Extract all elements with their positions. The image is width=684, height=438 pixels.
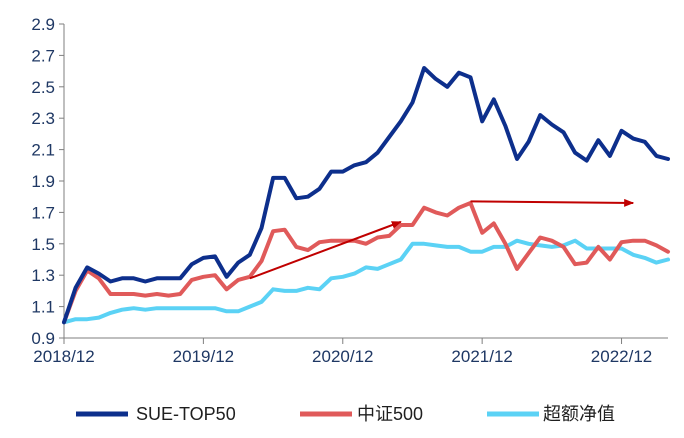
legend-label-1: 中证500 bbox=[357, 404, 423, 424]
trend-arrow-1 bbox=[470, 198, 635, 207]
axes bbox=[63, 24, 668, 339]
trend-arrows bbox=[249, 198, 635, 280]
y-tick-label: 2.1 bbox=[31, 141, 55, 160]
y-tick-label: 1.9 bbox=[31, 172, 55, 191]
x-axis-ticks: 2018/12 2019/12 2020/12 2021/12 2022/12 bbox=[33, 338, 652, 366]
series-line-2 bbox=[62, 238, 670, 325]
y-tick-label: 2.5 bbox=[31, 78, 55, 97]
y-tick-label: 0.9 bbox=[31, 329, 55, 348]
y-tick-label: 2.3 bbox=[31, 109, 55, 128]
y-tick-label: 1.3 bbox=[31, 266, 55, 285]
series-line-0 bbox=[62, 66, 670, 325]
y-tick-label: 1.1 bbox=[31, 298, 55, 317]
x-tick-label: 2019/12 bbox=[173, 347, 234, 366]
series-lines bbox=[62, 66, 670, 325]
legend-label-2: 超额净值 bbox=[543, 404, 615, 424]
x-tick-label: 2022/12 bbox=[591, 347, 652, 366]
y-tick-label: 1.7 bbox=[31, 203, 55, 222]
y-tick-label: 2.9 bbox=[31, 15, 55, 34]
x-tick-label: 2018/12 bbox=[33, 347, 94, 366]
y-axis-ticks: 0.9 1.1 1.3 1.5 1.7 1.9 2.1 2.3 2.5 2.7 2.9 bbox=[31, 15, 64, 348]
y-tick-label: 2.7 bbox=[31, 46, 55, 65]
series-line-1 bbox=[62, 201, 670, 325]
x-tick-label: 2021/12 bbox=[451, 347, 512, 366]
y-tick-label: 1.5 bbox=[31, 235, 55, 254]
legend-label-0: SUE-TOP50 bbox=[136, 404, 236, 424]
trend-arrow-0 bbox=[249, 220, 402, 280]
legend: SUE-TOP50 中证500 超额净值 bbox=[76, 404, 615, 424]
x-tick-label: 2020/12 bbox=[312, 347, 373, 366]
